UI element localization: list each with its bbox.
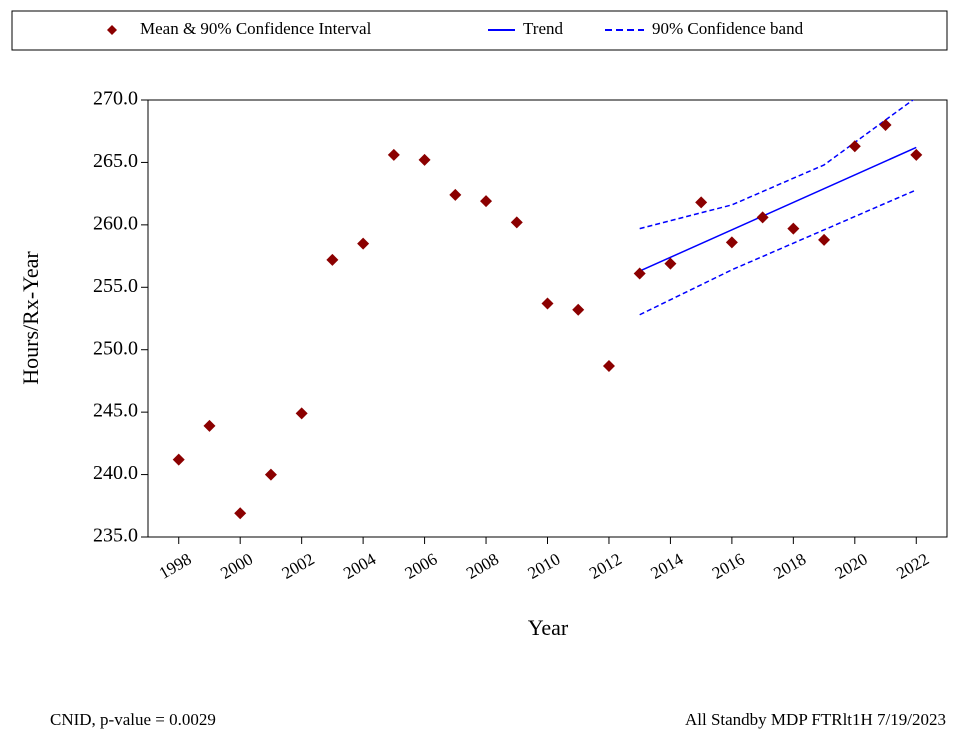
x-tick-label: 2008 [463,549,502,582]
x-tick-label: 2022 [893,549,932,582]
y-tick-label: 250.0 [93,337,138,359]
mean-marker [264,468,277,481]
y-tick-label: 235.0 [93,525,138,547]
mean-marker [664,257,677,270]
trend-line [639,146,917,272]
x-tick-label: 2020 [832,549,871,582]
x-tick-label: 2000 [217,549,256,582]
confidence-band-upper [639,100,915,230]
mean-marker [756,211,769,224]
mean-marker [879,118,892,131]
legend-label: 90% Confidence band [652,19,804,38]
mean-marker [387,148,400,161]
x-axis-label: Year [528,615,569,640]
mean-marker [695,196,708,209]
mean-marker [572,303,585,316]
x-tick-label: 2012 [586,549,625,582]
mean-marker [818,233,831,246]
y-tick-label: 260.0 [93,212,138,234]
mean-marker [848,140,861,153]
x-tick-label: 2006 [402,549,441,582]
y-tick-label: 240.0 [93,462,138,484]
y-tick-label: 270.0 [93,88,138,110]
mean-marker [418,153,431,166]
x-tick-label: 2018 [770,549,809,582]
y-tick-label: 265.0 [93,150,138,172]
y-tick-label: 245.0 [93,400,138,422]
plot-area [639,100,917,316]
x-tick-label: 1998 [156,549,195,582]
mean-marker [449,188,462,201]
y-axis-label: Hours/Rx-Year [18,251,43,385]
mean-marker [510,216,523,229]
mean-marker [172,453,185,466]
mean-marker [203,419,216,432]
plot-frame [147,99,948,538]
mean-marker [480,195,493,208]
footnote-left: CNID, p-value = 0.0029 [50,710,216,729]
footnote-right: All Standby MDP FTRlt1H 7/19/2023 [685,710,946,729]
mean-marker [357,237,370,250]
mean-marker [234,507,247,520]
x-tick-label: 2010 [525,549,564,582]
legend-box [11,10,948,51]
mean-marker [725,236,738,249]
x-tick-label: 2002 [279,549,318,582]
mean-marker [787,222,800,235]
legend-label: Trend [523,19,563,38]
confidence-band-lower [639,189,917,316]
y-tick-label: 255.0 [93,275,138,297]
mean-marker [910,148,923,161]
mean-marker [295,407,308,420]
legend-label: Mean & 90% Confidence Interval [140,19,372,38]
x-tick-label: 2016 [709,549,748,582]
mean-marker [326,253,339,266]
x-tick-label: 2014 [647,549,686,583]
x-tick-label: 2004 [340,549,379,583]
mean-marker [541,297,554,310]
mean-marker [602,359,615,372]
mean-marker [633,267,646,280]
legend: Mean & 90% Confidence Interval Trend 90% C… [107,19,804,38]
legend-marker [107,25,117,35]
